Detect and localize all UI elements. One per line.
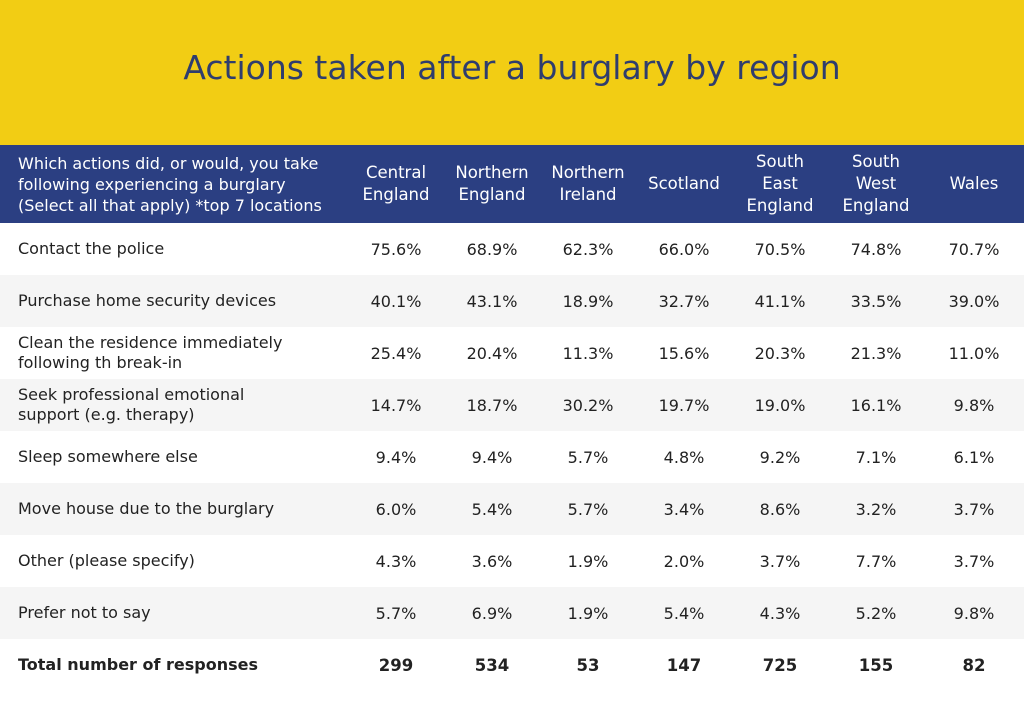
table-row: Clean the residence immediately followin… bbox=[0, 327, 1024, 379]
row-header: Which actions did, or would, you take fo… bbox=[18, 153, 322, 215]
total-cell: 147 bbox=[666, 655, 702, 675]
column-header: Northern Ireland bbox=[551, 163, 625, 204]
table-cell: 3.2% bbox=[855, 499, 897, 519]
table-row: Seek professional emotional support (e.g… bbox=[0, 379, 1024, 431]
table-cell: 3.7% bbox=[953, 499, 995, 519]
table-cell: 7.1% bbox=[855, 447, 897, 467]
table-cell: 39.0% bbox=[948, 291, 1000, 311]
table-cell: 1.9% bbox=[567, 551, 609, 571]
table-row: Contact the police 75.6% 68.9% 62.3% 66.0% 70… bbox=[0, 223, 1024, 275]
table-cell: 9.4% bbox=[375, 447, 417, 467]
table-cell: 40.1% bbox=[370, 291, 422, 311]
table-cell: 5.4% bbox=[471, 499, 513, 519]
data-table: Which actions did, or would, you take fo… bbox=[0, 145, 1024, 691]
table-cell: 9.2% bbox=[759, 447, 801, 467]
table-cell: 5.7% bbox=[567, 447, 609, 467]
row-label: Move house due to the burglary bbox=[18, 499, 275, 518]
header-row: Which actions did, or would, you take fo… bbox=[0, 145, 1024, 223]
column-header: South West England bbox=[842, 152, 910, 215]
table-cell: 33.5% bbox=[850, 291, 902, 311]
table-cell: 30.2% bbox=[562, 395, 614, 415]
column-header: Northern England bbox=[455, 163, 529, 204]
table-cell: 15.6% bbox=[658, 343, 710, 363]
table-cell: 3.7% bbox=[759, 551, 801, 571]
table-cell: 25.4% bbox=[370, 343, 422, 363]
table-row: Other (please specify) 4.3% 3.6% 1.9% 2.0% 3.… bbox=[0, 535, 1024, 587]
total-cell: 299 bbox=[378, 655, 414, 675]
table-cell: 16.1% bbox=[850, 395, 902, 415]
table-cell: 7.7% bbox=[855, 551, 897, 571]
table-cell: 70.5% bbox=[754, 239, 806, 259]
table-cell: 3.6% bbox=[471, 551, 513, 571]
table-cell: 21.3% bbox=[850, 343, 902, 363]
table-cell: 5.7% bbox=[375, 603, 417, 623]
total-cell: 534 bbox=[474, 655, 510, 675]
table-cell: 9.4% bbox=[471, 447, 513, 467]
table-cell: 2.0% bbox=[663, 551, 705, 571]
table-cell: 18.9% bbox=[562, 291, 614, 311]
title-banner: Actions taken after a burglary by region bbox=[0, 0, 1024, 145]
table-cell: 14.7% bbox=[370, 395, 422, 415]
table-cell: 4.3% bbox=[759, 603, 801, 623]
chart-title: Actions taken after a burglary by region bbox=[183, 48, 841, 87]
row-label: Contact the police bbox=[18, 239, 165, 258]
table-row: Prefer not to say 5.7% 6.9% 1.9% 5.4% 4.3% 5.2… bbox=[0, 587, 1024, 639]
table-cell: 9.8% bbox=[953, 395, 995, 415]
row-label: Sleep somewhere else bbox=[18, 447, 198, 466]
table-body: Contact the police 75.6% 68.9% 62.3% 66.0% 70… bbox=[0, 223, 1024, 691]
table-cell: 74.8% bbox=[850, 239, 902, 259]
table-cell: 3.4% bbox=[663, 499, 705, 519]
table-cell: 68.9% bbox=[466, 239, 518, 259]
column-header: South East England bbox=[746, 152, 814, 215]
table-cell: 20.3% bbox=[754, 343, 806, 363]
table-cell: 8.6% bbox=[759, 499, 801, 519]
table-cell: 6.9% bbox=[471, 603, 513, 623]
table-cell: 75.6% bbox=[370, 239, 422, 259]
table-row: Purchase home security devices 40.1% 43.1%… bbox=[0, 275, 1024, 327]
table-cell: 5.2% bbox=[855, 603, 897, 623]
row-label: Clean the residence immediately followin… bbox=[18, 333, 283, 372]
row-label: Other (please specify) bbox=[18, 551, 195, 570]
table-cell: 66.0% bbox=[658, 239, 710, 259]
table-cell: 62.3% bbox=[562, 239, 614, 259]
table-cell: 32.7% bbox=[658, 291, 710, 311]
table-cell: 18.7% bbox=[466, 395, 518, 415]
table-cell: 4.8% bbox=[663, 447, 705, 467]
table-cell: 3.7% bbox=[953, 551, 995, 571]
row-label: Purchase home security devices bbox=[18, 291, 277, 310]
total-label: Total number of responses bbox=[18, 655, 259, 674]
table-cell: 5.7% bbox=[567, 499, 609, 519]
table-row: Move house due to the burglary 6.0% 5.4% 5.… bbox=[0, 483, 1024, 535]
table-cell: 19.7% bbox=[658, 395, 710, 415]
table-cell: 20.4% bbox=[466, 343, 518, 363]
table-cell: 11.3% bbox=[562, 343, 614, 363]
table-cell: 11.0% bbox=[948, 343, 1000, 363]
row-label: Seek professional emotional support (e.g… bbox=[18, 385, 245, 424]
total-cell: 82 bbox=[962, 655, 986, 675]
table-row: Sleep somewhere else 9.4% 9.4% 5.7% 4.8% 9.2%… bbox=[0, 431, 1024, 483]
total-cell: 155 bbox=[858, 655, 894, 675]
table-cell: 70.7% bbox=[948, 239, 1000, 259]
table-cell: 43.1% bbox=[466, 291, 518, 311]
column-header: Central England bbox=[362, 163, 430, 204]
total-cell: 725 bbox=[762, 655, 798, 675]
table-cell: 4.3% bbox=[375, 551, 417, 571]
column-header: Scotland bbox=[648, 174, 720, 193]
table-cell: 19.0% bbox=[754, 395, 806, 415]
table-cell: 5.4% bbox=[663, 603, 705, 623]
total-cell: 53 bbox=[576, 655, 600, 675]
row-label: Prefer not to say bbox=[18, 603, 151, 622]
total-row: Total number of responses 299 534 53 147 725 1… bbox=[0, 639, 1024, 691]
table-cell: 6.0% bbox=[375, 499, 417, 519]
table-cell: 6.1% bbox=[953, 447, 995, 467]
table-cell: 9.8% bbox=[953, 603, 995, 623]
column-header: Wales bbox=[949, 174, 999, 193]
table-cell: 41.1% bbox=[754, 291, 806, 311]
table-cell: 1.9% bbox=[567, 603, 609, 623]
